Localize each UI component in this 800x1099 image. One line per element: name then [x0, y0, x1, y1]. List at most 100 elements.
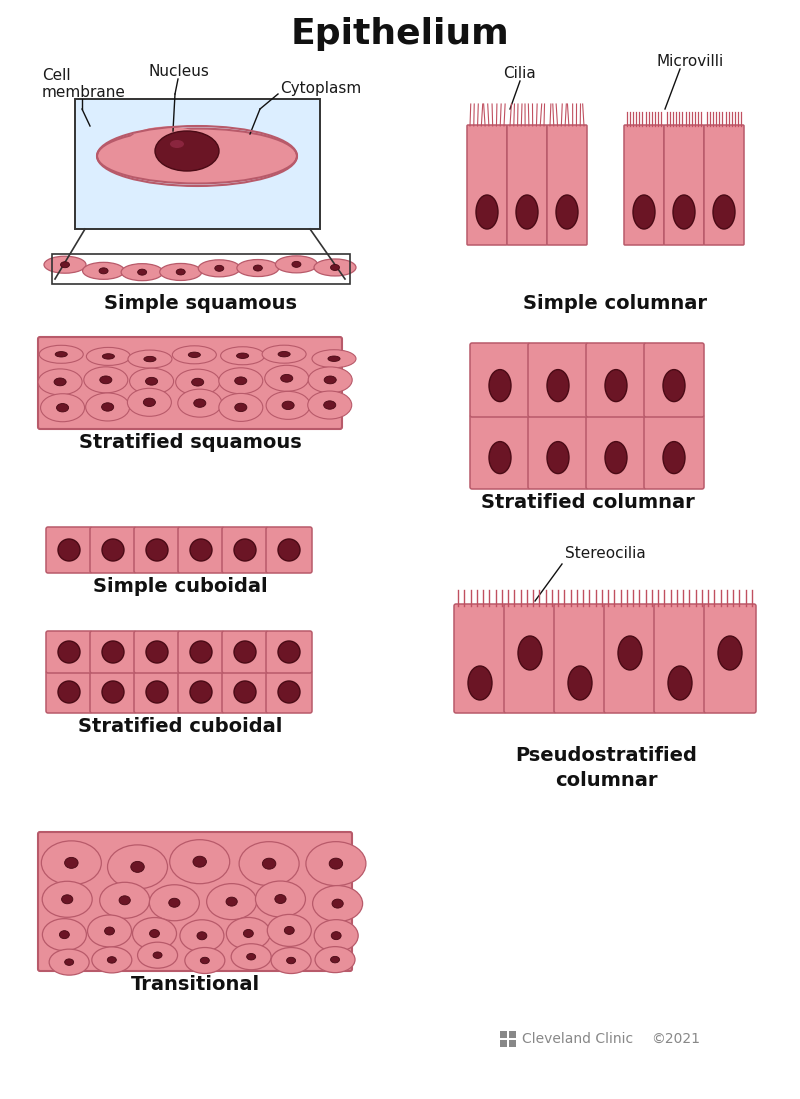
Ellipse shape	[180, 920, 224, 952]
Text: Simple cuboidal: Simple cuboidal	[93, 577, 267, 596]
Ellipse shape	[62, 895, 73, 903]
Ellipse shape	[234, 681, 256, 703]
Ellipse shape	[330, 265, 339, 270]
Ellipse shape	[57, 403, 69, 412]
FancyBboxPatch shape	[470, 415, 530, 489]
Ellipse shape	[312, 349, 356, 368]
FancyBboxPatch shape	[528, 343, 588, 417]
Ellipse shape	[146, 539, 168, 560]
Ellipse shape	[176, 369, 220, 396]
Ellipse shape	[170, 840, 230, 884]
Ellipse shape	[130, 862, 144, 873]
FancyBboxPatch shape	[456, 606, 754, 711]
Ellipse shape	[292, 262, 301, 267]
Ellipse shape	[178, 389, 222, 418]
Ellipse shape	[214, 265, 224, 271]
FancyBboxPatch shape	[644, 343, 704, 417]
Ellipse shape	[143, 398, 155, 407]
Ellipse shape	[127, 388, 171, 417]
Ellipse shape	[144, 356, 156, 362]
Ellipse shape	[146, 681, 168, 703]
Ellipse shape	[331, 932, 341, 940]
Ellipse shape	[226, 918, 270, 950]
Ellipse shape	[146, 641, 168, 663]
Ellipse shape	[102, 641, 124, 663]
Ellipse shape	[153, 952, 162, 958]
Ellipse shape	[150, 885, 199, 921]
Text: Stereocilia: Stereocilia	[565, 546, 646, 560]
Ellipse shape	[160, 264, 202, 280]
Ellipse shape	[237, 353, 249, 358]
Ellipse shape	[518, 636, 542, 670]
Ellipse shape	[128, 351, 172, 368]
Ellipse shape	[190, 539, 212, 560]
Ellipse shape	[146, 377, 158, 385]
Ellipse shape	[127, 126, 207, 162]
Text: Pseudostratified
columnar: Pseudostratified columnar	[515, 746, 697, 790]
Text: Cell
membrane: Cell membrane	[42, 68, 126, 100]
Ellipse shape	[121, 264, 163, 280]
Ellipse shape	[234, 377, 247, 385]
Ellipse shape	[58, 539, 80, 560]
Ellipse shape	[330, 956, 339, 963]
FancyBboxPatch shape	[554, 604, 606, 713]
Ellipse shape	[254, 265, 262, 271]
Ellipse shape	[231, 944, 271, 969]
Ellipse shape	[308, 391, 352, 419]
Ellipse shape	[308, 367, 352, 393]
Ellipse shape	[55, 352, 67, 357]
Ellipse shape	[58, 641, 80, 663]
Ellipse shape	[219, 393, 263, 421]
Ellipse shape	[315, 946, 355, 973]
Ellipse shape	[568, 666, 592, 700]
Bar	[509, 1031, 516, 1037]
Ellipse shape	[218, 368, 262, 393]
Text: Stratified cuboidal: Stratified cuboidal	[78, 717, 282, 736]
Ellipse shape	[155, 131, 219, 171]
Ellipse shape	[234, 403, 247, 412]
Ellipse shape	[278, 641, 300, 663]
Ellipse shape	[237, 259, 279, 277]
Ellipse shape	[170, 140, 184, 148]
Ellipse shape	[246, 954, 256, 961]
Ellipse shape	[547, 442, 569, 474]
Ellipse shape	[234, 539, 256, 560]
Ellipse shape	[99, 268, 108, 274]
FancyBboxPatch shape	[624, 125, 664, 245]
Ellipse shape	[206, 884, 257, 920]
Ellipse shape	[133, 918, 177, 950]
Ellipse shape	[38, 369, 82, 395]
Ellipse shape	[306, 842, 366, 886]
Ellipse shape	[61, 262, 70, 268]
Ellipse shape	[605, 442, 627, 474]
Ellipse shape	[59, 931, 70, 939]
Ellipse shape	[633, 195, 655, 229]
FancyBboxPatch shape	[90, 631, 136, 673]
Ellipse shape	[92, 947, 132, 973]
Ellipse shape	[65, 857, 78, 868]
Ellipse shape	[314, 920, 358, 952]
Ellipse shape	[102, 402, 114, 411]
Ellipse shape	[54, 378, 66, 386]
Text: Cytoplasm: Cytoplasm	[280, 81, 362, 97]
FancyBboxPatch shape	[266, 528, 312, 573]
Ellipse shape	[87, 915, 131, 947]
FancyBboxPatch shape	[38, 337, 342, 429]
Ellipse shape	[39, 345, 83, 364]
FancyBboxPatch shape	[586, 415, 646, 489]
FancyBboxPatch shape	[604, 604, 656, 713]
Ellipse shape	[663, 442, 685, 474]
FancyBboxPatch shape	[178, 671, 224, 713]
FancyBboxPatch shape	[134, 671, 180, 713]
Ellipse shape	[190, 641, 212, 663]
Ellipse shape	[314, 259, 356, 276]
FancyBboxPatch shape	[90, 671, 136, 713]
Ellipse shape	[286, 957, 295, 964]
Ellipse shape	[172, 346, 216, 364]
FancyBboxPatch shape	[222, 528, 268, 573]
FancyBboxPatch shape	[547, 125, 587, 245]
Ellipse shape	[185, 947, 225, 974]
FancyBboxPatch shape	[178, 631, 224, 673]
Ellipse shape	[332, 899, 343, 908]
Text: Epithelium: Epithelium	[290, 16, 510, 51]
